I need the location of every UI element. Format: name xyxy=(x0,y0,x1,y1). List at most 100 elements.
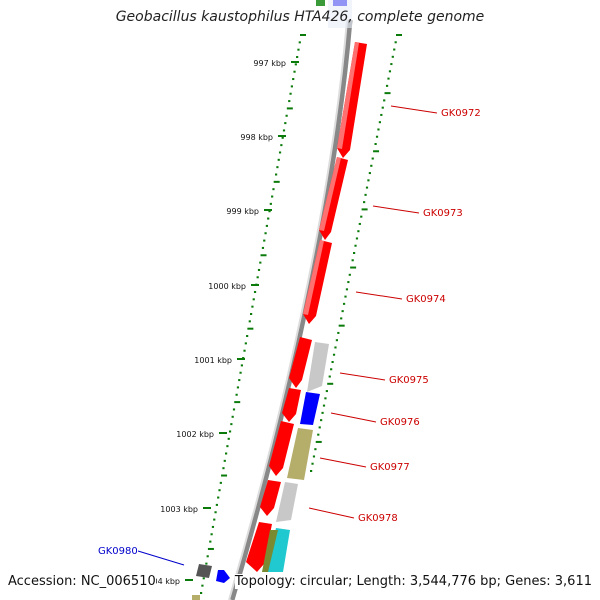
gc-dot xyxy=(363,201,366,204)
tick-mark xyxy=(291,61,299,63)
gene-label-gk0978[interactable]: GK0978 xyxy=(358,513,398,524)
tick-label: 1002 kbp xyxy=(176,430,214,439)
gc-dot xyxy=(354,244,357,247)
gc-dot xyxy=(289,92,292,95)
gene-feature-olive-small[interactable] xyxy=(262,530,278,572)
feature-shadow xyxy=(328,0,352,28)
callout-line xyxy=(308,507,355,519)
gc-dot xyxy=(387,77,390,80)
gene-label-gk0976[interactable]: GK0976 xyxy=(380,417,420,428)
gene-arrow-red-bottom[interactable] xyxy=(246,522,272,572)
gc-skew-track xyxy=(200,34,402,594)
gc-dot xyxy=(325,390,328,393)
gc-dot xyxy=(360,215,363,218)
gene-feature-top-green[interactable] xyxy=(316,0,325,6)
gc-dot xyxy=(281,136,284,139)
gc-dot xyxy=(388,70,392,73)
gc-dot xyxy=(282,129,286,132)
gc-dot xyxy=(345,288,349,291)
gc-dot xyxy=(207,547,214,550)
gene-label-gk0975[interactable]: GK0975 xyxy=(389,375,429,386)
gc-dot xyxy=(247,327,254,330)
gc-dot xyxy=(232,408,236,411)
gc-dot xyxy=(357,230,360,233)
gc-dot xyxy=(248,320,251,323)
tick-mark xyxy=(203,507,211,509)
gene-label-gk0974[interactable]: GK0974 xyxy=(406,294,446,305)
gc-dot xyxy=(377,128,380,131)
gc-dot xyxy=(344,295,347,298)
tick-mark xyxy=(278,135,286,137)
gc-dot xyxy=(293,70,296,73)
gc-dot xyxy=(298,41,301,44)
gc-dot xyxy=(321,411,324,414)
gc-dot xyxy=(338,324,345,327)
gc-dot xyxy=(225,452,228,455)
tick-label: 999 kbp xyxy=(226,207,259,216)
gc-dot xyxy=(385,84,389,87)
gc-dot xyxy=(222,467,225,470)
gc-dot xyxy=(273,180,280,183)
callout-line xyxy=(319,457,367,468)
gc-dot xyxy=(261,246,265,249)
tick-mark xyxy=(185,579,193,581)
gc-dot xyxy=(251,305,254,308)
gc-dot xyxy=(286,107,293,110)
gc-dot xyxy=(267,217,270,220)
gc-dot xyxy=(324,397,327,400)
gene-arrow-gk0973-shine xyxy=(319,157,341,231)
gc-dot xyxy=(285,114,288,117)
coordinate-ticks: 997 kbp 998 kbp 999 kbp 1000 kbp 1001 kbp 100… xyxy=(142,59,299,586)
gene-feature-gk0977-olive[interactable] xyxy=(287,428,313,480)
gc-dot xyxy=(310,470,313,472)
gc-dot xyxy=(209,540,212,543)
gc-dot xyxy=(275,173,278,176)
gene-label-gk0972[interactable]: GK0972 xyxy=(441,108,481,119)
gc-dot xyxy=(340,317,343,320)
gc-dot xyxy=(320,419,323,422)
gc-dot xyxy=(276,166,279,169)
callout-line xyxy=(390,105,438,114)
gene-feature-gk0976-blue[interactable] xyxy=(300,392,320,425)
gc-dot xyxy=(374,143,377,145)
callout-line xyxy=(372,205,420,214)
gc-dot xyxy=(296,56,299,59)
gc-dot xyxy=(332,353,336,356)
gc-dot xyxy=(383,99,386,102)
gc-dot xyxy=(355,237,359,240)
gene-feature-gk0980-blue[interactable] xyxy=(216,570,230,583)
gene-feature-gk0978-gray[interactable] xyxy=(276,482,298,522)
gc-dot xyxy=(206,555,209,558)
gc-dot xyxy=(234,401,241,404)
gc-dot xyxy=(284,122,287,125)
tick-label: 1001 kbp xyxy=(194,356,232,365)
gene-arrow-gk0975[interactable] xyxy=(289,337,312,388)
gc-dot xyxy=(351,259,354,262)
genome-title: Geobacillus kaustophilus HTA426, complet… xyxy=(115,9,485,25)
gc-dot xyxy=(200,592,203,594)
tick-label: 1003 kbp xyxy=(160,505,198,514)
topology-label: Topology: circular; Length: 3,544,776 bp… xyxy=(234,574,592,589)
gene-feature-gk0980-dark[interactable] xyxy=(196,564,212,578)
gene-feature-gk0975-gray[interactable] xyxy=(307,342,329,392)
gene-arrow-gk0978a[interactable] xyxy=(260,480,281,516)
gene-arrow-gk0976a[interactable] xyxy=(282,388,301,422)
gc-dot xyxy=(214,511,217,514)
gc-dot xyxy=(236,386,240,389)
gene-label-gk0973[interactable]: GK0973 xyxy=(423,208,463,219)
genome-backbone-highlight xyxy=(228,19,348,600)
gene-label-gk0980[interactable]: GK0980 xyxy=(98,546,138,557)
gene-feature-bottom-olive[interactable] xyxy=(192,595,200,600)
gc-dot xyxy=(277,158,280,161)
gc-dot xyxy=(257,268,261,271)
gc-dot xyxy=(218,489,221,492)
gc-dot xyxy=(384,92,391,95)
gene-arrow-gk0977a[interactable] xyxy=(269,421,294,476)
gc-dot xyxy=(317,433,320,436)
gene-feature-cyan[interactable] xyxy=(266,528,290,572)
gc-dot xyxy=(202,577,205,580)
gene-label-gk0977[interactable]: GK0977 xyxy=(370,462,410,473)
gc-dot xyxy=(221,474,228,477)
gc-dot xyxy=(243,349,246,352)
